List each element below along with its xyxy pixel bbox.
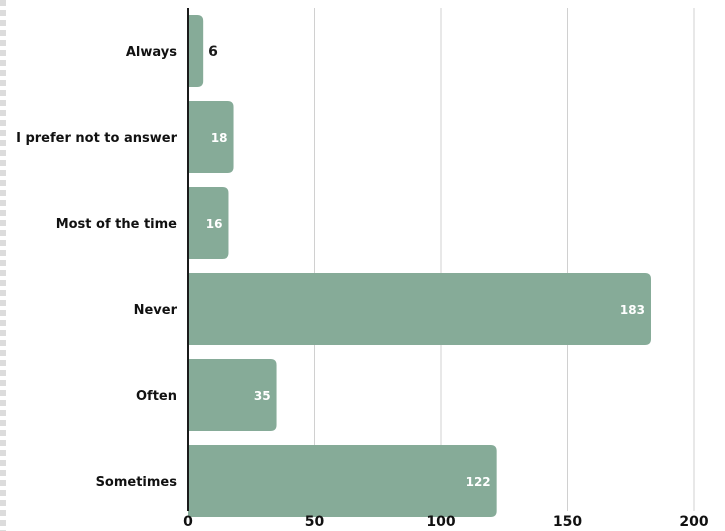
bar-often	[188, 359, 277, 431]
data-labels: 6 18 16 183 35 122	[206, 44, 645, 489]
category-label: Sometimes	[96, 475, 178, 490]
data-label: 122	[466, 475, 491, 489]
category-label: Often	[136, 389, 177, 404]
bar-sometimes	[188, 445, 497, 517]
category-labels: Always I prefer not to answer Most of the …	[16, 45, 178, 490]
bar-always	[188, 15, 204, 87]
bar-most-of-the-time	[188, 187, 229, 259]
x-tick-label: 150	[553, 514, 582, 530]
category-label: Most of the time	[56, 217, 177, 232]
x-tick-label: 50	[305, 514, 325, 530]
category-label: Never	[134, 303, 178, 318]
bar-i-prefer-not-to-answer	[188, 101, 234, 173]
data-label: 183	[620, 303, 645, 317]
x-tick-labels: 0 50 100 150 200	[183, 514, 709, 530]
data-label: 18	[211, 131, 228, 145]
left-edge-decoration	[0, 0, 6, 531]
data-label: 16	[206, 217, 223, 231]
bars	[188, 15, 651, 517]
grid-lines	[314, 8, 695, 511]
category-label: I prefer not to answer	[16, 131, 177, 146]
data-label: 6	[208, 44, 218, 60]
x-tick-label: 100	[426, 514, 455, 530]
x-tick-label: 0	[183, 514, 193, 530]
category-label: Always	[126, 45, 177, 60]
data-label: 35	[254, 389, 271, 403]
x-tick-label: 200	[679, 514, 708, 530]
bar-never	[188, 273, 651, 345]
